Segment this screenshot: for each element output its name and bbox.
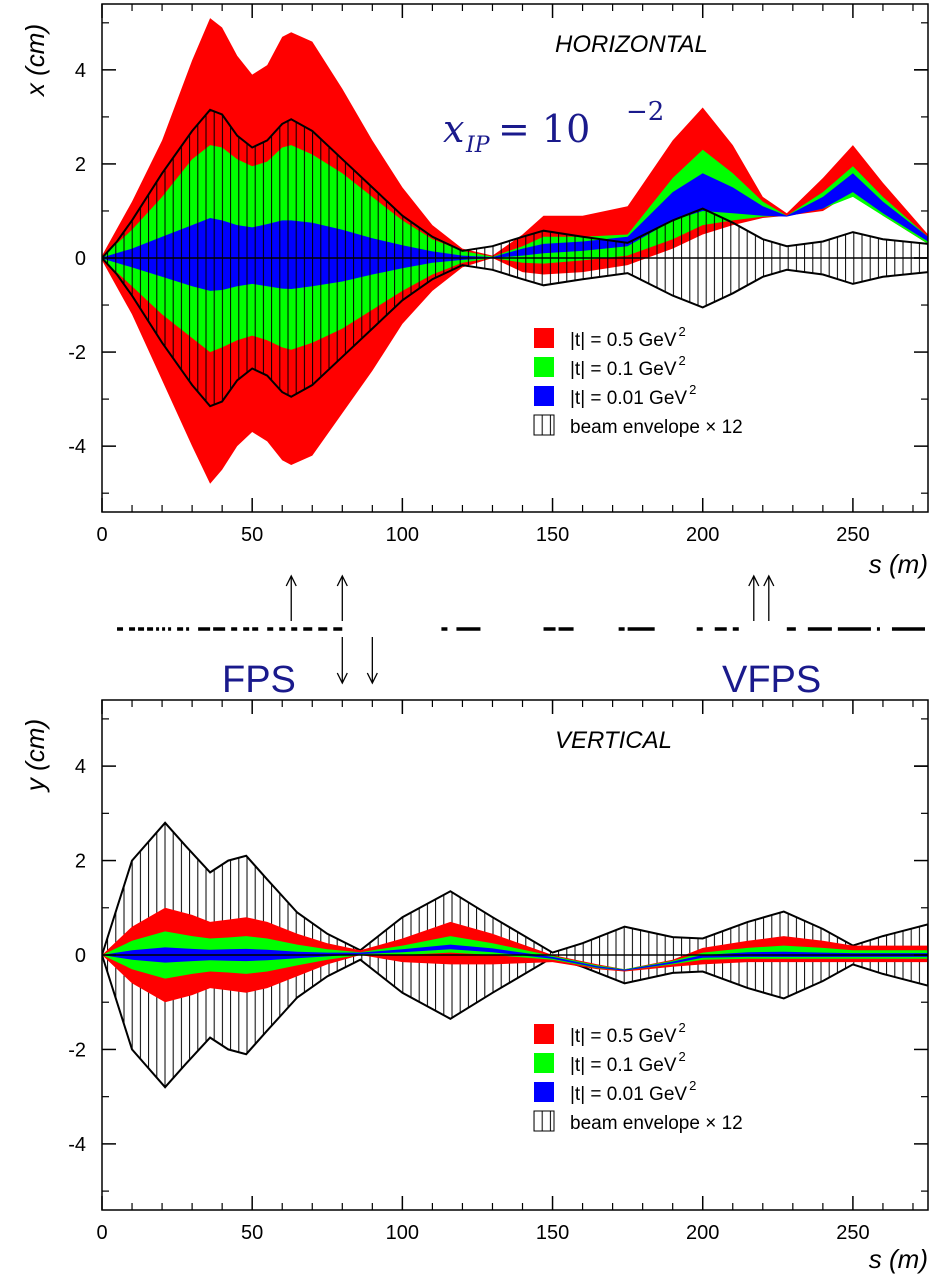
vertical-panel: 0 50 100 150 200 250 -4 -2 0 2 4 VERTICAL y (cm) s… — [20, 699, 929, 1274]
y-tick-label: -2 — [68, 1039, 86, 1061]
beam-envelope-upper-line — [102, 821, 928, 956]
y-tick-label: -2 — [68, 342, 86, 364]
xpom-subscript: IP — [465, 133, 491, 158]
legend-label: |t| = 0.01 GeV — [570, 388, 687, 409]
up-arrow-head — [336, 574, 348, 587]
y-tick-label: 4 — [75, 60, 86, 82]
up-arrow-head — [285, 574, 297, 587]
detector-arrows — [285, 574, 775, 685]
vertical-ylabel: y (cm) — [20, 719, 50, 793]
vertical-frame — [101, 699, 929, 1211]
beam-envelope-upper-line — [102, 108, 928, 259]
legend-swatch — [534, 357, 554, 377]
x-tick-label: 200 — [686, 524, 719, 546]
legend-superscript: 2 — [679, 1020, 686, 1035]
legend-label: |t| = 0.1 GeV — [570, 359, 677, 380]
xpom-exponent: −2 — [626, 97, 664, 127]
y-tick-label: -4 — [68, 1134, 86, 1156]
fps-label: FPS — [222, 659, 296, 701]
horizontal-legend: |t| = 0.5 GeV 2|t| = 0.1 GeV 2|t| = 0.01 G… — [533, 324, 743, 438]
beam-envelope-lower-line — [102, 257, 928, 408]
horizontal-frame — [101, 3, 929, 513]
legend-label: beam envelope × 12 — [570, 1113, 743, 1134]
x-tick-label: 50 — [241, 1222, 263, 1244]
legend-superscript: 2 — [689, 1078, 696, 1093]
xpom-equals: = 10 — [498, 107, 590, 151]
xpom-base: x — [443, 107, 464, 151]
legend-label: |t| = 0.5 GeV — [570, 1026, 677, 1047]
legend-label: beam envelope × 12 — [570, 417, 743, 438]
horizontal-xlabel: s (m) — [869, 549, 928, 579]
legend-swatch — [533, 414, 555, 436]
y-tick-label: -4 — [68, 436, 86, 458]
horizontal-title: HORIZONTAL — [555, 31, 708, 58]
x-tick-label: 100 — [386, 524, 419, 546]
legend-label: |t| = 0.1 GeV — [570, 1055, 677, 1076]
down-arrow-head — [366, 672, 378, 685]
down-arrow-head — [336, 672, 348, 685]
horizontal-ylabel: x (cm) — [20, 24, 50, 98]
vfps-label: VFPS — [722, 659, 821, 701]
x-tick-label: 150 — [536, 1222, 569, 1244]
band-t-0-01 — [102, 944, 928, 971]
x-tick-label: 250 — [836, 1222, 869, 1244]
legend-label: |t| = 0.01 GeV — [570, 1084, 687, 1105]
legend-swatch — [533, 1110, 555, 1132]
x-tick-label: 150 — [536, 524, 569, 546]
up-arrow-head — [748, 574, 760, 587]
x-tick-label: 100 — [386, 1222, 419, 1244]
vertical-title: VERTICAL — [555, 727, 672, 754]
horizontal-ticks: 0 50 100 150 200 250 -4 -2 0 2 4 — [68, 4, 928, 546]
y-tick-label: 0 — [75, 248, 86, 270]
x-tick-label: 0 — [96, 524, 107, 546]
y-tick-label: 2 — [75, 154, 86, 176]
vertical-xlabel: s (m) — [869, 1244, 928, 1274]
x-tick-label: 0 — [96, 1222, 107, 1244]
legend-label: |t| = 0.5 GeV — [570, 330, 677, 351]
x-tick-label: 250 — [836, 524, 869, 546]
detector-strip: FPS VFPS — [117, 574, 925, 701]
y-tick-label: 4 — [75, 756, 86, 778]
legend-swatch — [534, 1082, 554, 1102]
x-tick-label: 200 — [686, 1222, 719, 1244]
y-tick-label: 2 — [75, 851, 86, 873]
vertical-ticks: 0 50 100 150 200 250 -4 -2 0 2 4 — [68, 700, 928, 1244]
horizontal-panel: 0 50 100 150 200 250 -4 -2 0 2 4 HORIZONTAL x (cm)… — [20, 3, 929, 579]
x-tick-label: 50 — [241, 524, 263, 546]
beam-envelope-lower-line — [102, 954, 928, 1089]
legend-superscript: 2 — [689, 382, 696, 397]
xpom-annotation: x IP = 10 −2 — [443, 97, 664, 158]
legend-superscript: 2 — [679, 324, 686, 339]
legend-swatch — [534, 1024, 554, 1044]
legend-swatch — [534, 1053, 554, 1073]
y-tick-label: 0 — [75, 945, 86, 967]
horizontal-bands — [102, 18, 928, 484]
up-arrow-head — [763, 574, 775, 587]
legend-swatch — [534, 328, 554, 348]
legend-superscript: 2 — [679, 353, 686, 368]
legend-swatch — [534, 386, 554, 406]
legend-superscript: 2 — [679, 1049, 686, 1064]
vertical-legend: |t| = 0.5 GeV 2|t| = 0.1 GeV 2|t| = 0.01 G… — [533, 1020, 743, 1134]
